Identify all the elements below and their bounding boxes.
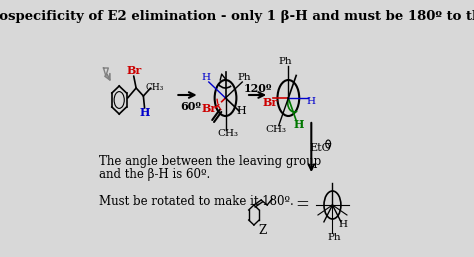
Text: Br: Br [263,96,278,107]
Text: H: H [140,107,150,118]
Text: EtO: EtO [310,143,331,153]
Text: H: H [306,97,315,106]
Text: Br: Br [126,66,141,77]
Text: Br: Br [201,103,217,114]
Text: 60º: 60º [180,102,201,113]
Text: H: H [293,119,304,130]
Text: H: H [339,220,348,229]
Text: =: = [295,197,309,214]
Text: Ph: Ph [279,58,292,67]
Text: Must be rotated to make it 180º.: Must be rotated to make it 180º. [99,195,293,208]
Text: H: H [202,74,211,82]
Text: CH₃: CH₃ [218,130,238,139]
Text: Ph: Ph [328,233,341,242]
Text: The angle between the leaving group: The angle between the leaving group [99,155,321,168]
Text: Stereospecificity of E2 elimination - only 1 β-H and must be 180º to the LG: Stereospecificity of E2 elimination - on… [0,10,474,23]
Text: −: − [324,140,332,149]
Text: H: H [236,106,246,116]
Text: CH₃: CH₃ [265,125,286,134]
Text: and the β-H is 60º.: and the β-H is 60º. [99,168,210,181]
Text: CH₃: CH₃ [145,84,164,93]
Text: Ph: Ph [238,74,252,82]
Text: Z: Z [259,224,267,236]
Text: 120º: 120º [243,82,272,94]
